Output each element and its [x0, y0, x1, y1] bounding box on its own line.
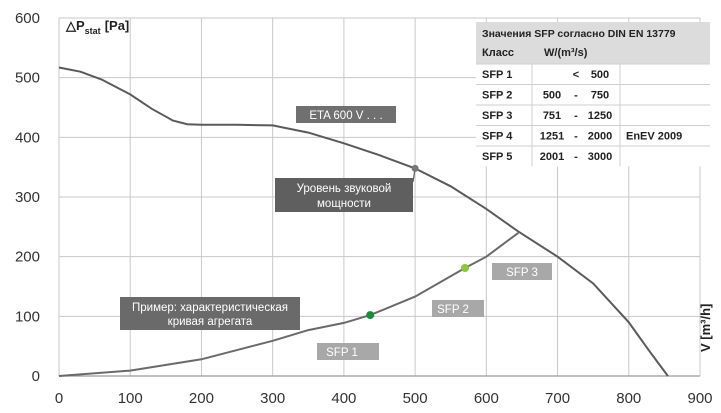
sfp1-label: SFP 1: [326, 347, 358, 359]
table-col-class: Класс: [482, 47, 514, 59]
y-axis-title-unit: [Pa]: [105, 18, 130, 33]
y-tick-label: 0: [32, 368, 40, 385]
data-points: [366, 164, 469, 320]
sfp-table: Значения SFP согласно DIN EN 13779 Класс W…: [476, 22, 710, 167]
series-group: [58, 66, 669, 377]
x-tick-label: 0: [55, 390, 63, 407]
sound-label-line1: Уровень звуковой: [297, 183, 392, 195]
data-point: [461, 264, 469, 272]
table-row-class: SFP 3: [482, 110, 512, 122]
example-label-line1: Пример: характеристическая: [132, 302, 288, 314]
y-tick-label: 400: [15, 129, 40, 146]
fan-curve-line: [58, 66, 669, 377]
table-row-sep: <: [573, 69, 579, 81]
sound-tag: [275, 178, 413, 212]
x-tick-label: 900: [687, 390, 712, 407]
table-row-from: 500: [543, 90, 561, 102]
y-axis-title: △Pstat [Pa]: [65, 18, 129, 36]
table-row-to: 500: [591, 69, 609, 81]
sound-label-line2: мощности: [317, 198, 371, 210]
table-row-sep: -: [574, 90, 578, 102]
data-point: [411, 164, 419, 172]
y-tick-label: 300: [15, 189, 40, 206]
sfp3-label: SFP 3: [506, 267, 538, 279]
table-row-to: 750: [591, 90, 609, 102]
y-axis-title-sub: stat: [85, 26, 101, 36]
table-row-from: 1251: [540, 131, 564, 143]
table-title: Значения SFP согласно DIN EN 13779: [482, 28, 676, 40]
curve-labels: ETA 600 V . . . Уровень звуковой мощности П…: [120, 106, 552, 360]
x-tick-label: 400: [331, 390, 356, 407]
sfp2-label: SFP 2: [437, 304, 469, 316]
table-row-sep: -: [574, 151, 578, 163]
sfp2-tag: [432, 300, 484, 317]
sfp1-tag: [317, 343, 379, 360]
x-tick-label: 200: [189, 390, 214, 407]
system-curve-line: [58, 231, 519, 377]
y-tick-label: 500: [15, 70, 40, 87]
table-row-note: EnEV 2009: [626, 131, 682, 143]
table-row-sep: -: [574, 110, 578, 122]
y-tick-label: 100: [15, 308, 40, 325]
y-tick-labels: 0 100 200 300 400 500 600: [15, 10, 40, 385]
y-tick-label: 600: [15, 10, 40, 27]
sfp3-tag: [492, 263, 552, 280]
y-tick-label: 200: [15, 249, 40, 266]
table-body-bg: [476, 64, 710, 167]
table-row-class: SFP 4: [482, 131, 513, 143]
table-row-class: SFP 5: [482, 151, 512, 163]
x-tick-label: 700: [545, 390, 570, 407]
example-label-line2: кривая агрегата: [168, 316, 253, 328]
x-tick-labels: 0 100 200 300 400 500 600 700 800 900: [55, 390, 713, 407]
x-tick-label: 500: [403, 390, 428, 407]
x-tick-label: 100: [118, 390, 143, 407]
table-row-class: SFP 1: [482, 69, 512, 81]
table-row-sep: -: [574, 131, 578, 143]
table-row-from: 2001: [540, 151, 564, 163]
table-header-bg: [476, 22, 710, 64]
table-row-to: 2000: [588, 131, 612, 143]
table-row-to: 3000: [588, 151, 612, 163]
table-row-from: 751: [543, 110, 561, 122]
table-row-class: SFP 2: [482, 90, 512, 102]
x-tick-label: 300: [260, 390, 285, 407]
y-axis-title-main: △P: [65, 18, 85, 33]
fan-curve-label: ETA 600 V . . .: [309, 110, 382, 122]
example-tag: [120, 297, 300, 330]
x-axis-title: V [m³/h]: [698, 304, 713, 352]
x-tick-label: 800: [616, 390, 641, 407]
table-col-unit: W/(m³/s): [544, 47, 588, 59]
fan-curve-tag: [296, 106, 396, 123]
x-tick-label: 600: [474, 390, 499, 407]
table-row-to: 1250: [588, 110, 612, 122]
data-point: [366, 311, 375, 320]
